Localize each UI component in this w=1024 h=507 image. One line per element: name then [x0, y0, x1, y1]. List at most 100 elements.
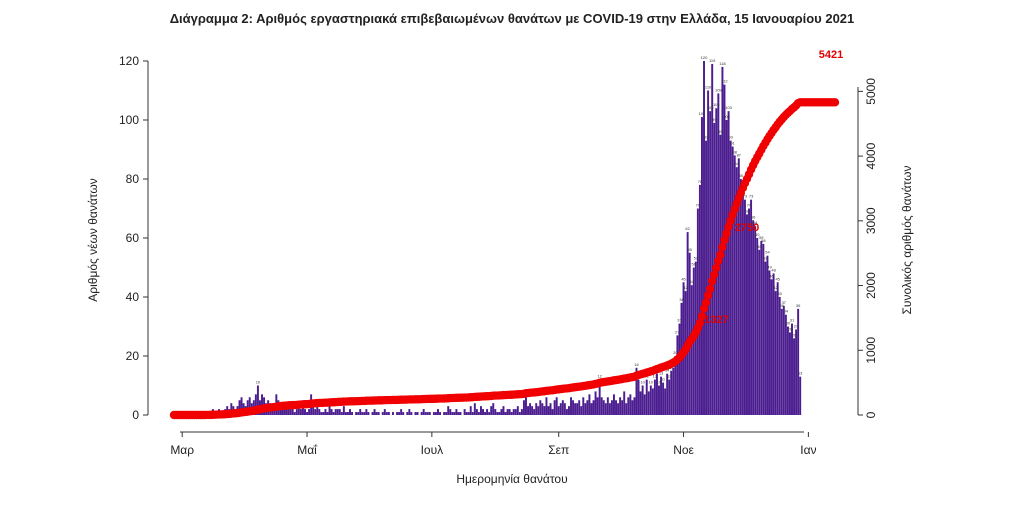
cumulative-point	[720, 235, 729, 245]
daily-death-bar	[414, 412, 417, 415]
daily-death-bar	[670, 370, 673, 415]
daily-death-bar	[359, 409, 362, 415]
bar-value-label: 70	[696, 203, 701, 208]
daily-death-bar	[297, 406, 300, 415]
daily-death-bar	[520, 409, 523, 415]
daily-death-bar	[518, 412, 521, 415]
bar-value-label: 42	[683, 285, 688, 290]
bar-value-label: 13	[659, 371, 664, 376]
daily-death-bar	[238, 400, 241, 415]
bar-value-label: 49	[767, 264, 772, 269]
daily-death-bar	[349, 409, 351, 415]
daily-death-bar	[672, 367, 675, 415]
daily-death-bar	[741, 190, 744, 415]
daily-death-bar	[590, 403, 593, 415]
daily-death-bar	[600, 397, 603, 415]
daily-death-bar	[477, 412, 480, 415]
daily-death-bar	[690, 285, 693, 415]
daily-death-bar	[655, 373, 658, 415]
daily-death-bar	[735, 167, 738, 415]
daily-death-bar	[428, 412, 431, 415]
daily-death-bar	[647, 391, 650, 415]
daily-death-bar	[709, 111, 712, 416]
daily-death-bar	[496, 412, 499, 415]
daily-death-bar	[522, 400, 525, 415]
bar-value-label: 42	[773, 285, 778, 290]
daily-death-bar	[764, 261, 767, 415]
right-tick-label: 1000	[864, 337, 878, 364]
daily-death-bar	[365, 409, 368, 415]
right-tick-label: 5000	[864, 78, 878, 105]
bar-value-label: 119	[709, 58, 716, 63]
daily-death-bar	[525, 391, 527, 415]
daily-death-bar	[254, 394, 257, 415]
daily-death-bar	[230, 403, 233, 415]
daily-death-bar	[557, 406, 560, 415]
daily-death-bar	[748, 208, 750, 415]
daily-death-bar	[629, 394, 632, 415]
daily-death-bar	[437, 409, 439, 415]
daily-death-bar	[475, 409, 478, 415]
daily-death-bar	[572, 400, 575, 415]
daily-death-bar	[535, 403, 538, 415]
bar-value-label: 12	[597, 374, 602, 379]
daily-death-bar	[346, 412, 349, 415]
x-axis-label: Ημερομηνία θανάτου	[456, 472, 567, 486]
daily-death-bar	[408, 409, 411, 415]
daily-death-bar	[610, 400, 613, 415]
daily-death-bar	[795, 329, 798, 415]
bar-value-label: 48	[771, 267, 776, 272]
left-tick-label: 80	[126, 172, 140, 186]
cumulative-point	[710, 270, 719, 279]
x-tick-label: Ιαν	[800, 443, 816, 457]
bar-value-label: 109	[715, 87, 722, 92]
daily-death-bar	[578, 400, 581, 415]
daily-death-bar	[631, 400, 634, 415]
daily-death-bar	[733, 155, 736, 415]
daily-death-bar	[602, 400, 605, 415]
bar-value-label: 10	[649, 380, 654, 385]
daily-death-bar	[674, 356, 677, 415]
bar-value-label: 110	[705, 85, 712, 90]
daily-death-bar	[439, 412, 442, 415]
daily-death-bar	[707, 90, 710, 415]
bar-value-label: 12	[667, 374, 672, 379]
bar-value-label: 44	[690, 279, 695, 284]
right-tick-label: 3000	[864, 207, 878, 234]
daily-death-bar	[772, 273, 775, 415]
daily-death-bar	[653, 379, 656, 415]
cumulative-point	[708, 276, 717, 286]
bar-value-label: 99	[712, 117, 717, 122]
daily-death-bar	[703, 61, 705, 415]
bar-value-label: 87	[737, 152, 742, 157]
left-tick-label: 100	[119, 113, 139, 127]
daily-death-bar	[649, 385, 652, 415]
y-axis-label-left: Αριθμός νέων θανάτων	[86, 178, 100, 301]
cumulative-line	[169, 98, 840, 420]
daily-death-bar	[539, 400, 542, 415]
daily-death-bar	[662, 382, 665, 415]
daily-death-bar	[248, 397, 251, 415]
daily-death-bar	[637, 379, 640, 415]
daily-death-bar	[451, 412, 454, 415]
daily-death-bar	[504, 412, 507, 415]
daily-death-bar	[398, 412, 401, 415]
daily-death-bar	[621, 400, 624, 415]
daily-death-bar	[373, 409, 376, 415]
daily-death-bar	[410, 412, 413, 415]
cumulative-annotation: 1327	[704, 314, 728, 326]
left-tick-label: 40	[126, 290, 140, 304]
daily-death-bar	[619, 397, 622, 415]
daily-death-bar	[776, 282, 779, 415]
bar-value-label: 45	[775, 276, 780, 281]
daily-death-bar	[473, 403, 476, 415]
daily-death-bar	[467, 412, 470, 415]
daily-death-bar	[574, 403, 577, 415]
cumulative-point	[697, 312, 707, 321]
daily-death-bar	[617, 403, 620, 415]
cumulative-point	[830, 98, 840, 107]
daily-death-bar	[701, 117, 703, 416]
daily-death-bar	[664, 388, 667, 415]
daily-death-bar	[588, 394, 591, 415]
daily-death-bar	[367, 412, 370, 415]
